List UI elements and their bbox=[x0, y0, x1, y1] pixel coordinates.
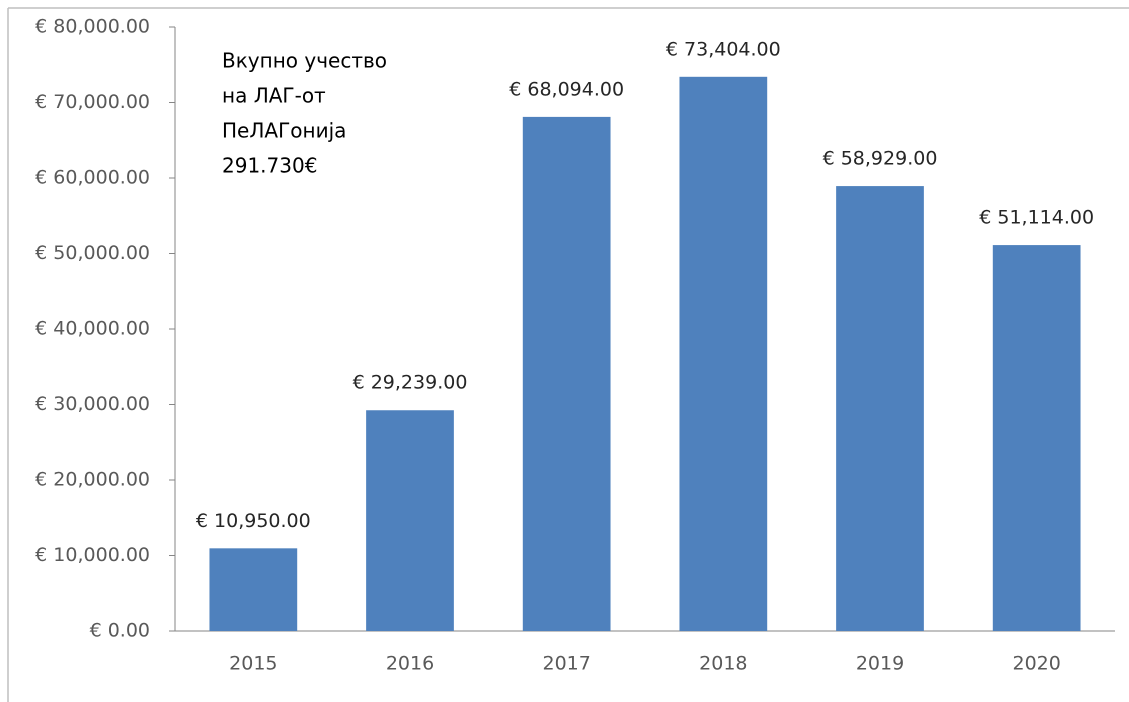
data-label: € 29,239.00 bbox=[353, 372, 468, 394]
data-label: € 68,094.00 bbox=[509, 78, 624, 100]
annotation-line: 291.730€ bbox=[222, 154, 317, 178]
x-tick-label: 2019 bbox=[856, 653, 904, 675]
x-tick-label: 2015 bbox=[229, 653, 277, 675]
data-label: € 73,404.00 bbox=[666, 38, 781, 60]
y-tick-label: € 30,000.00 bbox=[35, 393, 150, 415]
y-tick-label: € 10,000.00 bbox=[35, 544, 150, 566]
y-tick-label: € 40,000.00 bbox=[35, 318, 150, 340]
annotation-line: ПеЛАГонија bbox=[222, 119, 346, 143]
bar bbox=[366, 410, 454, 631]
y-tick-label: € 70,000.00 bbox=[35, 91, 150, 113]
bar bbox=[522, 116, 611, 631]
bar bbox=[679, 76, 768, 631]
x-tick-label: 2016 bbox=[386, 653, 434, 675]
bar bbox=[836, 186, 924, 631]
y-tick-label: € 50,000.00 bbox=[35, 242, 150, 264]
x-tick-label: 2017 bbox=[542, 653, 590, 675]
annotation: Вкупно учество на ЛАГ-от ПеЛАГонија 291.730… bbox=[222, 49, 387, 178]
annotation-line: Вкупно учество bbox=[222, 49, 387, 73]
x-tick-label: 2020 bbox=[1012, 653, 1060, 675]
y-tick-label: € 0.00 bbox=[90, 620, 150, 642]
x-tick-label: 2018 bbox=[699, 653, 747, 675]
annotation-line: на ЛАГ-от bbox=[222, 84, 326, 108]
y-tick-label: € 60,000.00 bbox=[35, 167, 150, 189]
bar bbox=[992, 245, 1081, 631]
y-tick-label: € 80,000.00 bbox=[35, 16, 150, 38]
y-tick-label: € 20,000.00 bbox=[35, 469, 150, 491]
data-label: € 10,950.00 bbox=[196, 510, 311, 532]
data-label: € 51,114.00 bbox=[979, 207, 1094, 229]
data-label: € 58,929.00 bbox=[823, 148, 938, 170]
bar bbox=[209, 548, 298, 631]
